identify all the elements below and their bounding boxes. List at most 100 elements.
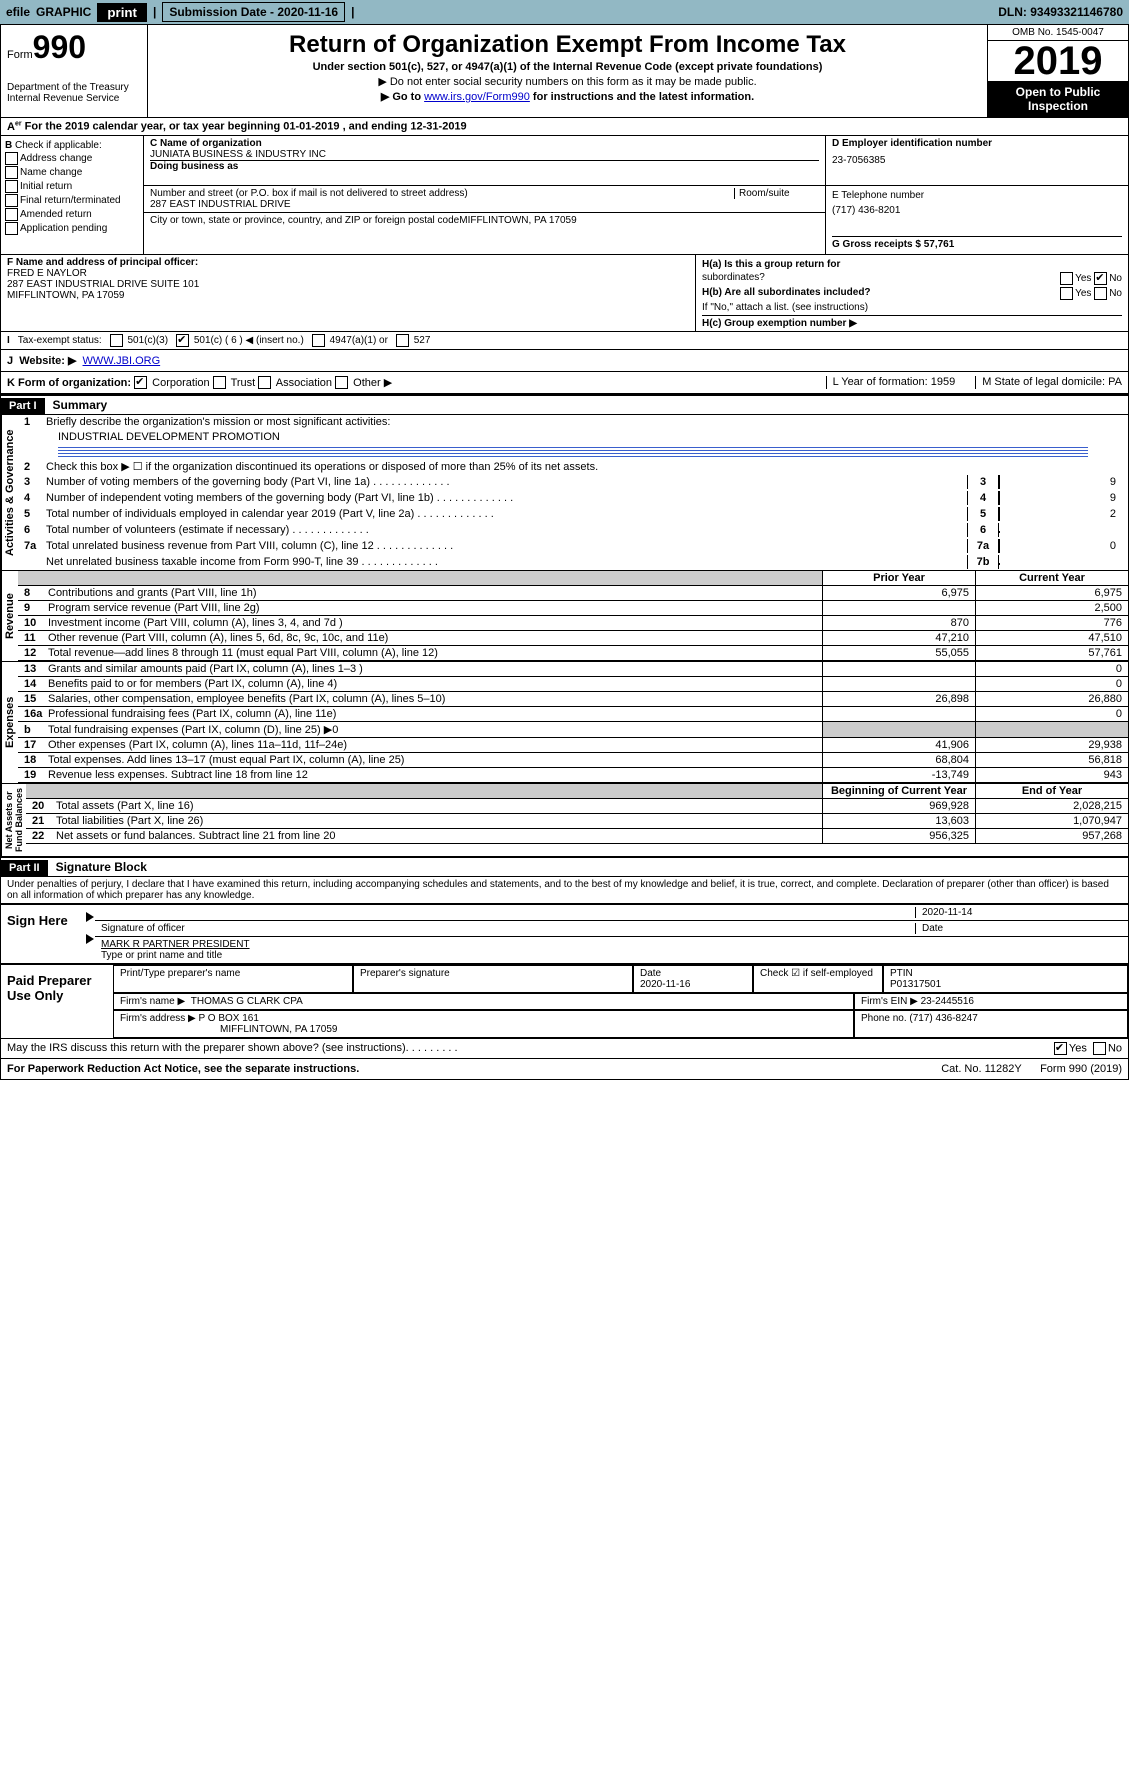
ein-value: 23-7056385 [832, 155, 1122, 166]
top-toolbar: efile GRAPHIC print | Submission Date - … [0, 0, 1129, 24]
line-l4: 4Number of independent voting members of… [18, 490, 1128, 506]
col-beginning: Beginning of Current Year [822, 784, 975, 798]
firm-ein: 23-2445516 [921, 996, 974, 1007]
col-end: End of Year [975, 784, 1128, 798]
line-l5: 5Total number of individuals employed in… [18, 506, 1128, 522]
line-l3: 3Number of voting members of the governi… [18, 474, 1128, 490]
vlabel-netassets: Net Assets orFund Balances [1, 784, 26, 856]
declaration: Under penalties of perjury, I declare th… [1, 876, 1128, 903]
hb-yesno[interactable]: Yes No [1060, 287, 1122, 300]
cb-amended[interactable]: Amended return [5, 208, 139, 221]
discuss-yesno[interactable]: Yes No [1054, 1042, 1122, 1055]
row-20: 20Total assets (Part X, line 16)969,9282… [26, 799, 1128, 814]
cb-name-change[interactable]: Name change [5, 166, 139, 179]
row-16a: 16aProfessional fundraising fees (Part I… [18, 707, 1128, 722]
line-j: J Website: ▶ WWW.JBI.ORG [1, 350, 1128, 372]
telephone-label: E Telephone number [832, 190, 1122, 201]
part1-header: Part I [1, 398, 45, 414]
graphic-label: GRAPHIC [36, 5, 91, 19]
paid-preparer-grid: Print/Type preparer's namePreparer's sig… [113, 965, 1128, 993]
sign-arrow-icon [83, 905, 95, 963]
line-k: K Form of organization: Corporation Trus… [1, 372, 1128, 395]
line-l7b: Net unrelated business taxable income fr… [18, 554, 1128, 570]
line-l6: 6Total number of volunteers (estimate if… [18, 522, 1128, 538]
irs-link[interactable]: www.irs.gov/Form990 [424, 91, 530, 103]
cb-501c3[interactable]: 501(c)(3) [110, 334, 168, 347]
row-10: 10Investment income (Part VIII, column (… [18, 616, 1128, 631]
firm-addr2: MIFFLINTOWN, PA 17059 [220, 1024, 337, 1035]
form-title: Return of Organization Exempt From Incom… [152, 31, 983, 59]
org-name-label: C Name of organization [150, 138, 819, 149]
open-inspection: Open to Public Inspection [988, 81, 1128, 117]
paid-preparer-label: Paid Preparer Use Only [1, 965, 113, 1038]
vlabel-revenue: Revenue [1, 571, 18, 661]
row-19: 19Revenue less expenses. Subtract line 1… [18, 768, 1128, 783]
officer-name: FRED E NAYLOR [7, 268, 689, 279]
section-b: B Check if applicable: Address change Na… [1, 136, 144, 254]
cb-527[interactable]: 527 [396, 334, 430, 347]
line-i: ITax-exempt status: 501(c)(3) 501(c) ( 6… [1, 332, 1128, 350]
website-link[interactable]: WWW.JBI.ORG [83, 355, 161, 367]
officer-city: MIFFLINTOWN, PA 17059 [7, 290, 689, 301]
cb-final-return[interactable]: Final return/terminated [5, 194, 139, 207]
cb-4947[interactable]: 4947(a)(1) or [312, 334, 388, 347]
row-9: 9Program service revenue (Part VIII, lin… [18, 601, 1128, 616]
firm-addr1: P O BOX 161 [199, 1013, 259, 1024]
efile-label: efile [6, 5, 30, 19]
cb-address-change[interactable]: Address change [5, 152, 139, 165]
mission-text: INDUSTRIAL DEVELOPMENT PROMOTION [18, 429, 1128, 445]
cb-application[interactable]: Application pending [5, 222, 139, 235]
page-footer: For Paperwork Reduction Act Notice, see … [1, 1058, 1128, 1079]
discuss-row: May the IRS discuss this return with the… [1, 1038, 1128, 1058]
ssn-note: ▶ Do not enter social security numbers o… [152, 75, 983, 88]
state-domicile: M State of legal domicile: PA [975, 376, 1122, 390]
part2-header: Part II [1, 860, 48, 876]
street-addr: 287 EAST INDUSTRIAL DRIVE [150, 199, 734, 210]
submission-date: Submission Date - 2020-11-16 [162, 2, 345, 22]
row-13: 13Grants and similar amounts paid (Part … [18, 662, 1128, 677]
goto-note: ▶ Go to www.irs.gov/Form990 for instruct… [152, 90, 983, 103]
tax-year: 2019 [988, 41, 1128, 81]
col-prior: Prior Year [822, 571, 975, 585]
dba-label: Doing business as [150, 161, 819, 172]
firm-phone: (717) 436-8247 [909, 1013, 977, 1024]
row-15: 15Salaries, other compensation, employee… [18, 692, 1128, 707]
sign-date: 2020-11-14 [915, 907, 1122, 918]
vlabel-activities: Activities & Governance [1, 415, 18, 570]
cb-trust[interactable] [213, 376, 226, 389]
part1-title: Summary [45, 396, 116, 414]
form-subtitle: Under section 501(c), 527, or 4947(a)(1)… [152, 61, 983, 73]
cb-initial-return[interactable]: Initial return [5, 180, 139, 193]
col-current: Current Year [975, 571, 1128, 585]
officer-label: F Name and address of principal officer: [7, 257, 198, 268]
part2-title: Signature Block [48, 858, 155, 876]
cb-501c[interactable]: 501(c) ( 6 ) ◀ (insert no.) [176, 334, 304, 347]
line-a: Aer For the 2019 calendar year, or tax y… [1, 118, 1128, 136]
row-18: 18Total expenses. Add lines 13–17 (must … [18, 753, 1128, 768]
print-button[interactable]: print [97, 3, 147, 22]
addr-label: Number and street (or P.O. box if mail i… [150, 188, 734, 199]
ha-yesno[interactable]: Yes No [1060, 272, 1122, 285]
officer-print-name: MARK R PARTNER PRESIDENT [101, 939, 250, 950]
line2-text: Check this box ▶ ☐ if the organization d… [46, 460, 1122, 473]
sign-here: Sign Here [1, 905, 83, 963]
cb-other[interactable] [335, 376, 348, 389]
firm-name: THOMAS G CLARK CPA [191, 996, 303, 1007]
row-11: 11Other revenue (Part VIII, column (A), … [18, 631, 1128, 646]
irs-label: Internal Revenue Service [7, 93, 141, 104]
row-8: 8Contributions and grants (Part VIII, li… [18, 586, 1128, 601]
officer-addr: 287 EAST INDUSTRIAL DRIVE SUITE 101 [7, 279, 689, 290]
ein-label: D Employer identification number [832, 138, 1122, 149]
type-name-label: Type or print name and title [101, 950, 250, 961]
vlabel-expenses: Expenses [1, 662, 18, 783]
row-21: 21Total liabilities (Part X, line 26)13,… [26, 814, 1128, 829]
telephone-value: (717) 436-8201 [832, 205, 1122, 216]
city-label: City or town, state or province, country… [150, 215, 459, 226]
cb-assoc[interactable] [258, 376, 271, 389]
hc-label: H(c) Group exemption number ▶ [702, 318, 857, 329]
dln: DLN: 93493321146780 [998, 5, 1123, 19]
room-suite: Room/suite [734, 188, 819, 199]
form-number: Form990 [7, 29, 141, 66]
cb-corp[interactable] [134, 376, 147, 389]
city-value: MIFFLINTOWN, PA 17059 [459, 215, 576, 226]
